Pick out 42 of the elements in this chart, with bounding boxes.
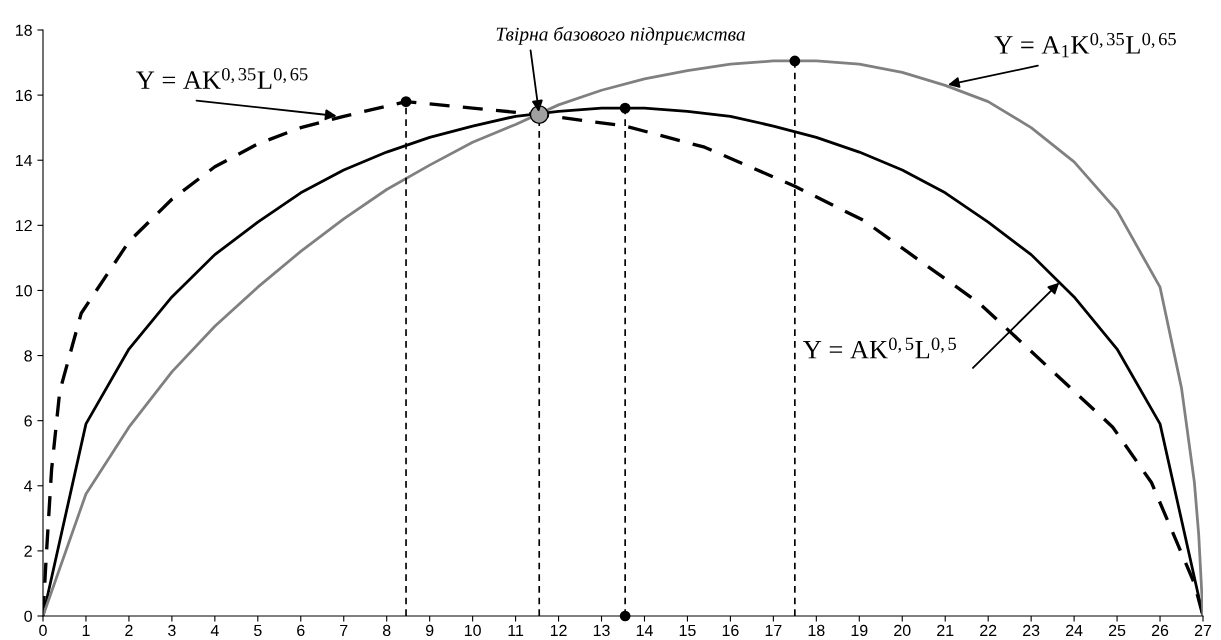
- y-tick-label: 16: [16, 89, 32, 102]
- x-tick-label: 27: [1194, 624, 1212, 636]
- x-tick-label: 4: [210, 624, 219, 636]
- y-tick-label: 12: [16, 219, 32, 232]
- x-tick-label: 13: [593, 624, 610, 637]
- x-tick-label: 25: [1109, 624, 1126, 637]
- x-tick-label: 0: [39, 624, 47, 637]
- annotation: Y = AK$^{0,5}$L$^{0,5}$: [803, 337, 956, 359]
- x-tick-label: 3: [168, 624, 176, 637]
- x-tick-label: 10: [464, 624, 481, 637]
- x-tick-label: 16: [722, 624, 739, 637]
- x-tick-label: 1: [82, 624, 90, 636]
- x-tick-label: 5: [254, 624, 262, 637]
- annotation: Y = AK$^{0,35}$L$^{0,65}$: [136, 67, 308, 89]
- x-tick-label: 9: [425, 624, 434, 637]
- x-tick-label: 12: [550, 624, 567, 636]
- annotation: Y = A$_{1}$K$^{0,35}$L$^{0,65}$: [994, 32, 1176, 58]
- y-tick-label: 14: [16, 155, 33, 167]
- y-tick-label: 18: [16, 24, 32, 36]
- x-tick-label: 23: [1023, 624, 1040, 637]
- x-tick-label: 7: [340, 624, 348, 636]
- y-tick-label: 4: [24, 480, 33, 492]
- x-tick-label: 15: [679, 624, 696, 637]
- annotation: Твірна базового підприємства: [496, 26, 745, 45]
- y-tick-label: 10: [16, 285, 32, 297]
- y-tick-label: 6: [24, 415, 32, 427]
- x-tick-label: 2: [125, 624, 133, 636]
- x-tick-label: 20: [894, 624, 911, 637]
- x-tick-label: 21: [937, 624, 954, 636]
- x-tick-label: 11: [508, 624, 524, 636]
- x-tick-label: 18: [808, 624, 825, 637]
- y-tick-label: 8: [24, 350, 32, 362]
- x-tick-label: 6: [297, 624, 305, 637]
- x-tick-label: 22: [980, 624, 997, 636]
- x-tick-label: 14: [636, 624, 653, 636]
- x-tick-label: 26: [1151, 624, 1169, 637]
- x-tick-label: 19: [851, 624, 868, 637]
- x-tick-label: 17: [765, 624, 782, 636]
- x-tick-label: 8: [382, 624, 391, 637]
- y-tick-label: 0: [24, 610, 32, 622]
- x-tick-label: 24: [1066, 624, 1083, 636]
- y-tick-label: 2: [24, 545, 32, 557]
